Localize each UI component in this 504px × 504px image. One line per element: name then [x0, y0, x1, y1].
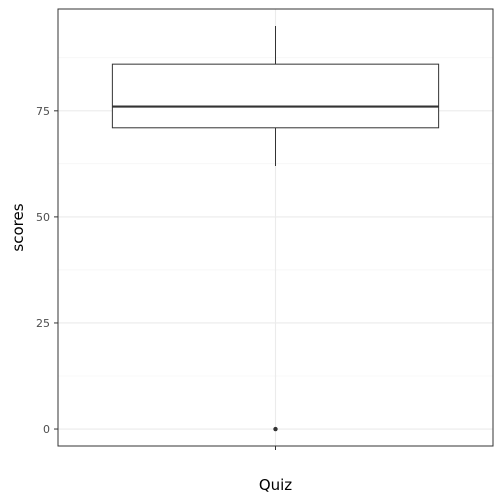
y-tick-label: 50: [36, 211, 50, 224]
y-axis: 0 25 50 75: [36, 105, 58, 436]
x-axis: Quiz: [259, 446, 292, 494]
outlier-point: [273, 426, 278, 432]
y-tick-label: 25: [36, 317, 50, 330]
box-iqr: [111, 63, 440, 129]
box-layer: [111, 25, 440, 432]
y-axis-title: scores: [9, 203, 27, 251]
y-tick-label: 0: [43, 423, 50, 436]
y-tick-label: 75: [36, 105, 50, 118]
x-tick-label: Quiz: [259, 476, 292, 494]
